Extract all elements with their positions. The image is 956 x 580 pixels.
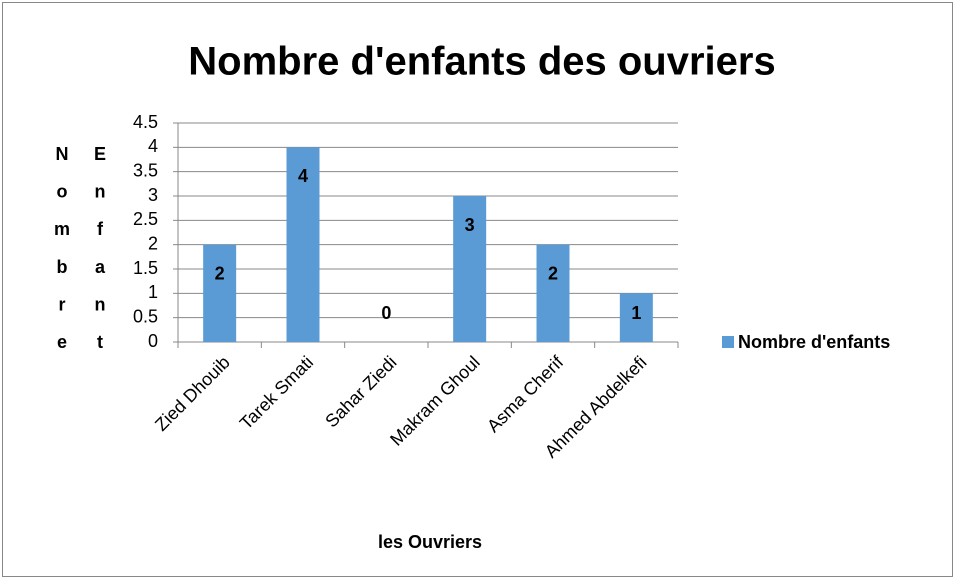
data-label: 4 (298, 166, 308, 186)
bar (619, 293, 653, 342)
y-tick-label: 2 (148, 233, 158, 253)
legend-swatch (722, 336, 734, 348)
y-tick-label: 2.5 (133, 209, 158, 229)
bar (286, 147, 320, 342)
y-tick-label: 1 (148, 282, 158, 302)
y-tick-label: 4 (148, 136, 158, 156)
y-tick-label: 3 (148, 185, 158, 205)
y-tick-label: 0.5 (133, 306, 158, 326)
y-tick-label: 0 (148, 331, 158, 351)
y-tick-label: 1.5 (133, 258, 158, 278)
data-label: 0 (381, 303, 391, 323)
bar (203, 244, 237, 342)
y-tick-label: 3.5 (133, 160, 158, 180)
x-axis-label: les Ouvriers (378, 532, 482, 552)
data-label: 3 (465, 215, 475, 235)
bar (536, 244, 570, 342)
legend-label: Nombre d'enfants (738, 332, 890, 352)
bar (453, 196, 487, 342)
data-label: 2 (548, 263, 558, 283)
data-label: 1 (631, 303, 641, 323)
chart-title: Nombre d'enfants des ouvriers (188, 40, 775, 84)
data-label: 2 (215, 263, 225, 283)
y-tick-label: 4.5 (133, 112, 158, 132)
